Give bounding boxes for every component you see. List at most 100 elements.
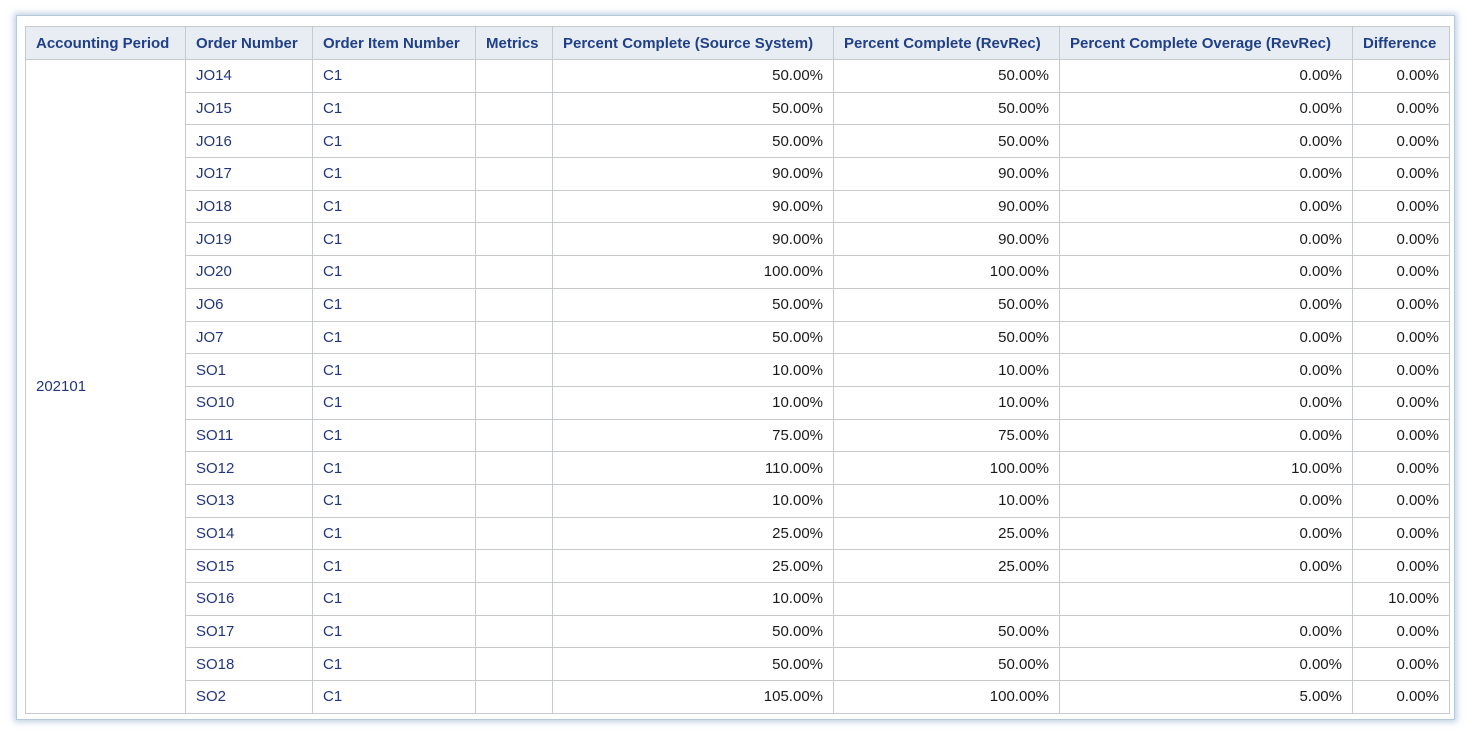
order-number-cell[interactable]: SO11 [185,418,313,453]
table-row: SO17 C1 50.00% 50.00% 0.00% 0.00% [26,614,1450,649]
accounting-period-cell[interactable]: 202101 [25,59,186,714]
difference-cell: 0.00% [1352,614,1450,649]
order-item-number-cell[interactable]: C1 [312,124,476,159]
table-row: SO16 C1 10.00% 10.00% [26,582,1450,616]
header-row: Accounting Period Order Number Order Ite… [25,26,1450,60]
percent-complete-source-cell: 25.00% [552,549,834,583]
percent-complete-source-cell: 10.00% [552,483,834,518]
order-number-cell[interactable]: SO1 [185,353,313,387]
col-header-metrics[interactable]: Metrics [475,26,553,60]
order-item-number-cell[interactable]: C1 [312,385,476,420]
percent-complete-overage-cell: 0.00% [1059,353,1353,387]
order-item-number-cell[interactable]: C1 [312,614,476,649]
metrics-cell [475,451,553,485]
order-number-cell[interactable]: SO10 [185,385,313,420]
order-number-cell[interactable]: SO15 [185,549,313,583]
order-item-number-cell[interactable]: C1 [312,222,476,257]
percent-complete-revrec-cell: 50.00% [833,91,1060,126]
order-item-number-cell[interactable]: C1 [312,255,476,289]
order-item-number-cell[interactable]: C1 [312,647,476,682]
order-number-cell[interactable]: JO6 [185,287,313,322]
metrics-cell [475,516,553,551]
order-number-cell[interactable]: JO15 [185,91,313,126]
col-header-order-item-number[interactable]: Order Item Number [312,26,476,60]
order-number-cell[interactable]: SO13 [185,483,313,518]
percent-complete-source-cell: 50.00% [552,647,834,682]
order-item-number-cell[interactable]: C1 [312,549,476,583]
col-header-accounting-period[interactable]: Accounting Period [25,26,186,60]
percent-complete-revrec-cell [833,582,1060,616]
order-item-number-cell[interactable]: C1 [312,91,476,126]
difference-cell: 0.00% [1352,287,1450,322]
col-header-percent-complete-source[interactable]: Percent Complete (Source System) [552,26,834,60]
percent-complete-source-cell: 50.00% [552,287,834,322]
col-header-percent-complete-overage[interactable]: Percent Complete Overage (RevRec) [1059,26,1353,60]
order-number-cell[interactable]: SO16 [185,582,313,616]
order-item-number-cell[interactable]: C1 [312,418,476,453]
order-number-cell[interactable]: JO20 [185,255,313,289]
difference-cell: 0.00% [1352,680,1450,714]
order-number-cell[interactable]: SO12 [185,451,313,485]
order-number-cell[interactable]: SO2 [185,680,313,714]
col-header-percent-complete-revrec[interactable]: Percent Complete (RevRec) [833,26,1060,60]
difference-cell: 0.00% [1352,483,1450,518]
metrics-cell [475,157,553,191]
order-number-cell[interactable]: JO17 [185,157,313,191]
order-item-number-cell[interactable]: C1 [312,59,476,93]
metrics-cell [475,549,553,583]
order-item-number-cell[interactable]: C1 [312,353,476,387]
order-number-cell[interactable]: JO14 [185,59,313,93]
order-item-number-cell[interactable]: C1 [312,582,476,616]
order-item-number-cell[interactable]: C1 [312,320,476,355]
order-number-cell[interactable]: JO18 [185,189,313,224]
table-row: SO18 C1 50.00% 50.00% 0.00% 0.00% [26,647,1450,682]
order-item-number-cell[interactable]: C1 [312,157,476,191]
order-item-number-cell[interactable]: C1 [312,483,476,518]
difference-cell: 0.00% [1352,647,1450,682]
table-row: SO2 C1 105.00% 100.00% 5.00% 0.00% [26,680,1450,714]
difference-cell: 0.00% [1352,59,1450,93]
order-item-number-cell[interactable]: C1 [312,287,476,322]
percent-complete-overage-cell: 0.00% [1059,549,1353,583]
order-number-cell[interactable]: JO7 [185,320,313,355]
metrics-cell [475,222,553,257]
percent-complete-source-cell: 90.00% [552,222,834,257]
percent-complete-revrec-cell: 90.00% [833,157,1060,191]
percent-complete-revrec-cell: 50.00% [833,287,1060,322]
table-row: JO7 C1 50.00% 50.00% 0.00% 0.00% [26,320,1450,355]
percent-complete-revrec-cell: 100.00% [833,451,1060,485]
percent-complete-overage-cell: 0.00% [1059,157,1353,191]
order-number-cell[interactable]: SO14 [185,516,313,551]
order-item-number-cell[interactable]: C1 [312,189,476,224]
order-item-number-cell[interactable]: C1 [312,680,476,714]
percent-complete-overage-cell: 0.00% [1059,320,1353,355]
percent-complete-revrec-cell: 75.00% [833,418,1060,453]
col-header-order-number[interactable]: Order Number [185,26,313,60]
difference-cell: 0.00% [1352,418,1450,453]
percent-complete-source-cell: 50.00% [552,124,834,159]
order-item-number-cell[interactable]: C1 [312,451,476,485]
order-number-cell[interactable]: JO19 [185,222,313,257]
difference-cell: 0.00% [1352,189,1450,224]
table-row: SO10 C1 10.00% 10.00% 0.00% 0.00% [26,385,1450,420]
metrics-cell [475,483,553,518]
percent-complete-source-cell: 50.00% [552,59,834,93]
metrics-cell [475,320,553,355]
metrics-cell [475,91,553,126]
percent-complete-source-cell: 90.00% [552,189,834,224]
col-header-difference[interactable]: Difference [1352,26,1450,60]
percent-complete-source-cell: 10.00% [552,582,834,616]
difference-cell: 0.00% [1352,385,1450,420]
percent-complete-revrec-cell: 25.00% [833,549,1060,583]
table-row: JO18 C1 90.00% 90.00% 0.00% 0.00% [26,189,1450,224]
percent-complete-revrec-cell: 10.00% [833,353,1060,387]
order-number-cell[interactable]: SO17 [185,614,313,649]
percent-complete-overage-cell: 0.00% [1059,222,1353,257]
percent-complete-revrec-cell: 50.00% [833,614,1060,649]
metrics-cell [475,680,553,714]
order-number-cell[interactable]: SO18 [185,647,313,682]
percent-complete-source-cell: 50.00% [552,320,834,355]
order-item-number-cell[interactable]: C1 [312,516,476,551]
table-row: SO14 C1 25.00% 25.00% 0.00% 0.00% [26,516,1450,551]
order-number-cell[interactable]: JO16 [185,124,313,159]
